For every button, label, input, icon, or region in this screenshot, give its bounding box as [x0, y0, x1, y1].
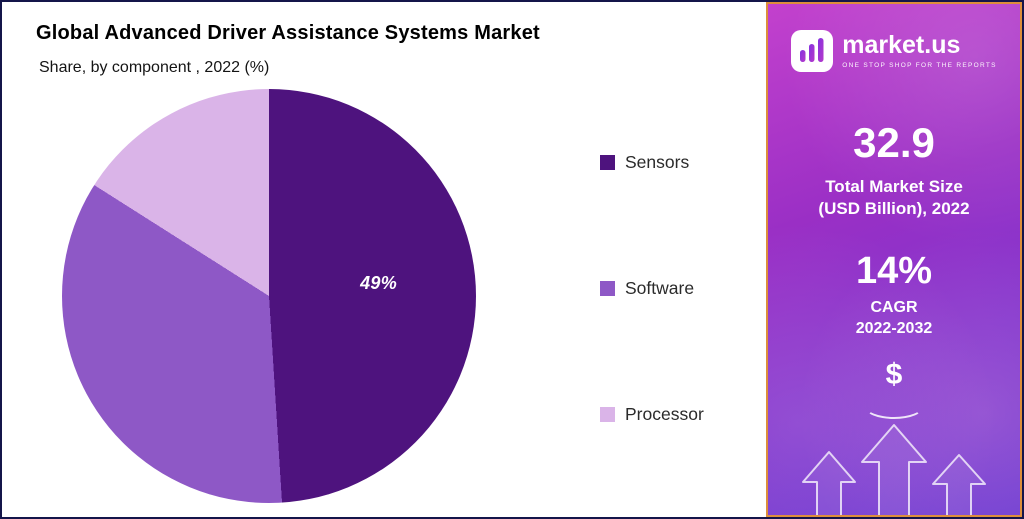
- cagr-label-line1: CAGR: [870, 299, 918, 317]
- pie-chart: 49%: [62, 89, 476, 503]
- market-size-label-line2: (USD Billion), 2022: [818, 199, 970, 219]
- dollar-arc-decoration: [864, 393, 924, 419]
- pie-value-label: 49%: [360, 273, 398, 294]
- chart-bars-icon: [800, 38, 824, 62]
- brand-name: market.us: [842, 31, 961, 59]
- legend-swatch-software: [600, 281, 615, 296]
- legend-swatch-sensors: [600, 155, 615, 170]
- market-us-logo-icon: [791, 30, 834, 72]
- legend-item-software: Software: [600, 278, 694, 299]
- growth-arrows-icon: [802, 424, 986, 515]
- market-size-value: 32.9: [853, 119, 935, 166]
- legend-label-sensors: Sensors: [625, 152, 690, 172]
- info-panel: market.us ONE STOP SHOP FOR THE REPORTS …: [766, 2, 1022, 517]
- legend-item-processor: Processor: [600, 404, 704, 425]
- brand-logo: market.us ONE STOP SHOP FOR THE REPORTS: [768, 30, 1020, 72]
- cagr-label-line2: 2022-2032: [855, 319, 933, 337]
- legend-item-sensors: Sensors: [600, 152, 689, 173]
- cagr-label: CAGR 2022-2032: [768, 298, 1020, 340]
- legend-label-processor: Processor: [625, 404, 704, 424]
- market-size-label: Total Market Size (USD Billion), 2022: [768, 176, 1020, 220]
- dollar-icon: $: [885, 357, 903, 391]
- chart-panel: Global Advanced Driver Assistance System…: [2, 2, 768, 517]
- market-size-label-line1: Total Market Size: [825, 177, 963, 196]
- legend-label-software: Software: [625, 278, 695, 298]
- brand-tagline: ONE STOP SHOP FOR THE REPORTS: [842, 62, 997, 69]
- chart-subtitle: Share, by component , 2022 (%): [39, 59, 270, 76]
- chart-title: Global Advanced Driver Assistance System…: [36, 22, 540, 44]
- cagr-value: 14%: [855, 250, 933, 293]
- legend-swatch-processor: [600, 407, 615, 422]
